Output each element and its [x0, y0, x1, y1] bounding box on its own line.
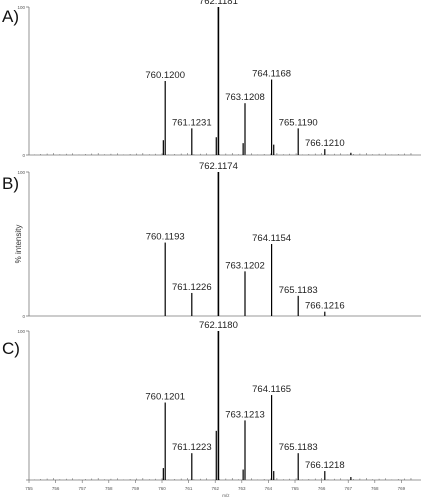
- peak-label: 766.1216: [305, 301, 345, 312]
- x-tick-label: 758: [105, 486, 113, 491]
- peak-label: 764.1168: [252, 69, 291, 80]
- peak-label: 764.1154: [252, 233, 291, 244]
- peak-label: 766.1210: [305, 138, 345, 149]
- peak-label: 763.1208: [225, 92, 265, 103]
- peak-label: 763.1202: [225, 260, 265, 271]
- peak-label: 761.1223: [172, 442, 212, 453]
- y-tick-label-top: 100: [17, 329, 25, 334]
- x-tick-label: 767: [344, 486, 352, 491]
- y-tick-label-bottom: 0: [22, 314, 25, 319]
- x-tick-label: 759: [132, 486, 140, 491]
- x-tick-label: 768: [371, 486, 379, 491]
- peak-label: 762.1174: [199, 161, 238, 172]
- peak-label: 765.1190: [279, 117, 318, 128]
- x-tick-label: 761: [185, 486, 193, 491]
- peak-label: 761.1226: [172, 282, 212, 293]
- peak-label: 762.1181: [199, 0, 238, 7]
- x-tick-label: 762: [211, 486, 219, 491]
- x-tick-label: 755: [25, 486, 33, 491]
- peak-label: 760.1201: [145, 392, 185, 403]
- peak-label: 766.1218: [305, 460, 345, 471]
- x-tick-label: 766: [318, 486, 326, 491]
- peak-label: 763.1213: [225, 409, 265, 420]
- x-tick-label: 757: [78, 486, 86, 491]
- x-tick-label: 769: [398, 486, 406, 491]
- x-axis-unit: m/z: [222, 493, 230, 498]
- peak-label: 765.1183: [279, 285, 318, 296]
- y-axis-label: % intensity: [14, 225, 23, 264]
- y-tick-label-bottom: 0: [22, 153, 25, 158]
- peak-label: 760.1200: [145, 70, 185, 81]
- y-tick-label-top: 100: [17, 5, 25, 10]
- panel-label: B): [2, 174, 19, 193]
- peak-label: 765.1183: [279, 442, 318, 453]
- peak-label: 762.1180: [199, 320, 238, 331]
- panel-label: A): [2, 7, 19, 26]
- peak-label: 764.1165: [252, 384, 291, 395]
- spectrum-panel-3: [26, 330, 421, 483]
- peak-label: 760.1193: [146, 232, 185, 243]
- x-tick-label: 764: [265, 486, 273, 491]
- y-tick-label-top: 100: [17, 170, 25, 175]
- peak-label: 761.1231: [172, 117, 212, 128]
- spectrum-panel-1: [26, 6, 421, 156]
- x-tick-label: 760: [158, 486, 166, 491]
- panel-label: C): [2, 339, 20, 358]
- x-tick-label: 765: [291, 486, 299, 491]
- x-tick-label: 756: [52, 486, 60, 491]
- spectrum-panel-2: [26, 171, 421, 317]
- x-tick-label: 763: [238, 486, 246, 491]
